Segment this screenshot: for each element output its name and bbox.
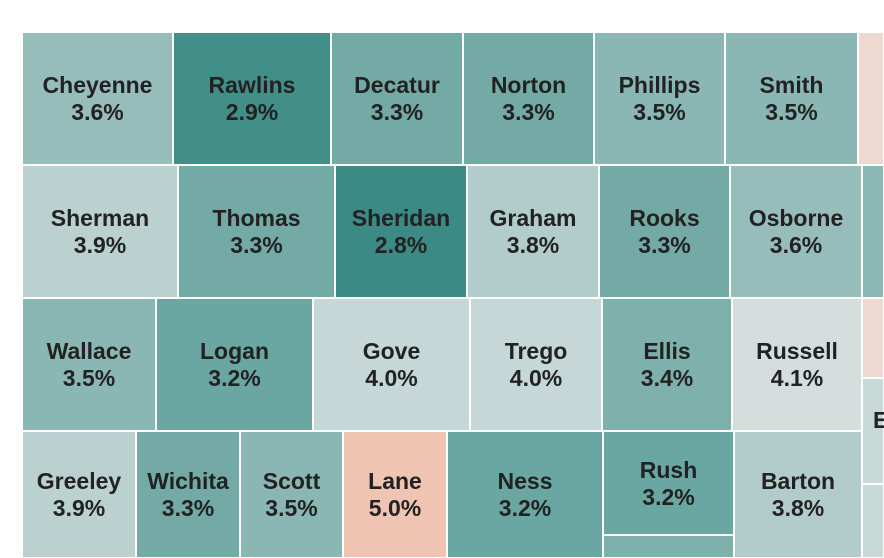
county-gove[interactable]: Gove 4.0%	[313, 298, 470, 431]
county-sherman[interactable]: Sherman 3.9%	[22, 165, 178, 298]
county-name: Russell	[756, 337, 838, 364]
county-value: 3.6%	[769, 231, 823, 258]
county-value: 3.9%	[52, 494, 106, 521]
county-value: 3.5%	[62, 364, 116, 391]
county-value: 4.0%	[365, 364, 418, 391]
county-value: 3.3%	[161, 494, 215, 521]
county-name: Logan	[200, 337, 269, 364]
county-rawlins[interactable]: Rawlins 2.9%	[173, 32, 331, 165]
county-rush[interactable]: Rush 3.2%	[603, 431, 734, 535]
county-value: 3.4%	[640, 364, 694, 391]
county-wichita[interactable]: Wichita 3.3%	[136, 431, 240, 558]
county-edge-mitchell	[862, 165, 884, 298]
county-phillips[interactable]: Phillips 3.5%	[594, 32, 725, 165]
county-value: 3.8%	[771, 494, 825, 521]
county-name: Rush	[639, 457, 698, 483]
county-scott[interactable]: Scott 3.5%	[240, 431, 343, 558]
county-name: Thomas	[212, 204, 301, 231]
county-name: Ness	[497, 467, 553, 494]
county-name: Wallace	[46, 337, 132, 364]
county-osborne[interactable]: Osborne 3.6%	[730, 165, 862, 298]
county-name: Decatur	[354, 71, 440, 98]
county-edge-jewell	[858, 32, 884, 165]
county-value: 3.2%	[642, 484, 695, 510]
county-graham[interactable]: Graham 3.8%	[467, 165, 599, 298]
county-value: 3.5%	[265, 494, 318, 521]
county-rooks[interactable]: Rooks 3.3%	[599, 165, 730, 298]
county-value: 3.2%	[498, 494, 552, 521]
county-name: Sheridan	[351, 204, 451, 231]
county-value: 3.5%	[765, 98, 818, 125]
county-value: 4.0%	[509, 364, 563, 391]
county-value: 5.0%	[368, 494, 422, 521]
county-name: Trego	[504, 337, 568, 364]
county-greeley[interactable]: Greeley 3.9%	[22, 431, 136, 558]
county-name: Rooks	[629, 204, 700, 231]
county-edge-ellsworth: E	[862, 378, 884, 484]
county-logan[interactable]: Logan 3.2%	[156, 298, 313, 431]
county-value: 4.1%	[770, 364, 824, 391]
county-value: 3.3%	[230, 231, 283, 258]
county-smith[interactable]: Smith 3.5%	[725, 32, 858, 165]
county-value: 3.8%	[506, 231, 560, 258]
county-name: Gove	[362, 337, 421, 364]
county-barton[interactable]: Barton 3.8%	[734, 431, 862, 558]
county-value: 3.5%	[633, 98, 686, 125]
county-edge-label: E	[873, 407, 884, 433]
county-name: Rawlins	[208, 71, 296, 98]
county-edge-lincoln	[862, 298, 884, 378]
county-value: 3.3%	[638, 231, 691, 258]
county-name: Sherman	[50, 204, 150, 231]
county-lane[interactable]: Lane 5.0%	[343, 431, 447, 558]
county-name: Barton	[760, 467, 836, 494]
county-ellis[interactable]: Ellis 3.4%	[602, 298, 732, 431]
county-value: 3.2%	[208, 364, 261, 391]
county-thomas[interactable]: Thomas 3.3%	[178, 165, 335, 298]
county-wallace[interactable]: Wallace 3.5%	[22, 298, 156, 431]
county-name: Ellis	[643, 337, 691, 364]
county-name: Lane	[368, 467, 422, 494]
county-name: Greeley	[36, 467, 122, 494]
county-name: Osborne	[748, 204, 844, 231]
county-name: Wichita	[147, 467, 229, 494]
county-name: Scott	[262, 467, 321, 494]
county-name: Cheyenne	[42, 71, 153, 98]
county-name: Smith	[759, 71, 824, 98]
county-sheridan[interactable]: Sheridan 2.8%	[335, 165, 467, 298]
county-decatur[interactable]: Decatur 3.3%	[331, 32, 463, 165]
county-value: 3.3%	[502, 98, 555, 125]
county-value: 2.9%	[225, 98, 279, 125]
county-value: 3.9%	[73, 231, 127, 258]
county-value: 3.3%	[370, 98, 424, 125]
county-value: 3.6%	[71, 98, 124, 125]
county-name: Phillips	[618, 71, 701, 98]
county-name: Graham	[489, 204, 577, 231]
county-norton[interactable]: Norton 3.3%	[463, 32, 594, 165]
county-ness[interactable]: Ness 3.2%	[447, 431, 603, 558]
county-trego[interactable]: Trego 4.0%	[470, 298, 602, 431]
county-russell[interactable]: Russell 4.1%	[732, 298, 862, 431]
county-cheyenne[interactable]: Cheyenne 3.6%	[22, 32, 173, 165]
county-edge-pawnee	[603, 535, 734, 558]
county-edge-rice	[862, 484, 884, 558]
county-value: 2.8%	[374, 231, 428, 258]
county-name: Norton	[490, 71, 567, 98]
